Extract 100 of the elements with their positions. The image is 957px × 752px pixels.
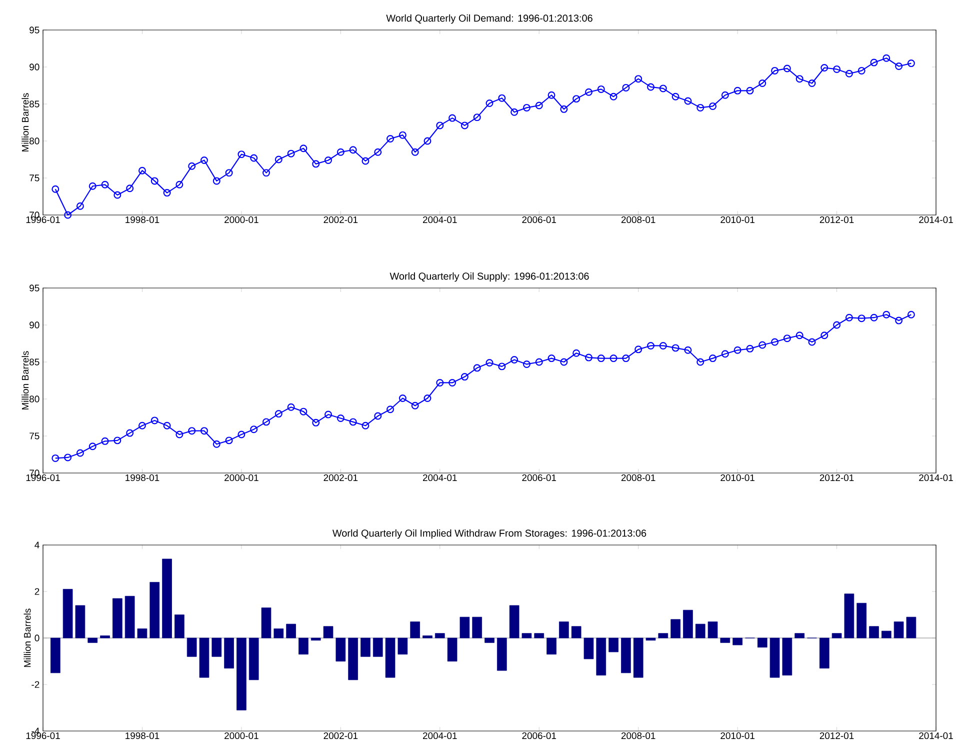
y-tick-label: 85	[30, 100, 40, 108]
bar	[596, 638, 606, 676]
x-tick-label: 2008-01	[621, 732, 656, 740]
x-tick-label: 2004-01	[422, 216, 457, 224]
chart-title: World Quarterly Oil Implied Withdraw From Storages: 1996-01:2013:06	[332, 529, 646, 539]
bar	[460, 616, 470, 638]
x-tick-label: 1996-01	[26, 732, 60, 740]
x-tick-label: 2010-01	[720, 474, 754, 482]
bar	[819, 638, 830, 668]
bar	[894, 622, 904, 638]
x-tick-label: 2012-01	[820, 732, 854, 740]
x-tick-label: 1998-01	[126, 216, 160, 224]
bar	[434, 633, 445, 638]
x-tick-label: 2004-01	[422, 474, 457, 482]
x-tick-label: 2014-01	[919, 732, 953, 740]
x-tick-label: 2000-01	[224, 216, 258, 224]
x-tick-label: 1996-01	[26, 474, 60, 482]
bar	[522, 633, 532, 638]
x-tick-label: 2010-01	[720, 732, 754, 740]
x-tick-label: 2008-01	[621, 474, 656, 482]
bar	[844, 594, 854, 638]
x-tick-label: 2004-01	[422, 732, 457, 740]
y-tick-label: 70	[30, 212, 40, 218]
bar	[398, 638, 408, 654]
bar	[695, 624, 706, 638]
x-tick-label: 1998-01	[126, 732, 160, 740]
y-tick-label: 90	[30, 322, 40, 328]
y-tick-label: -2	[32, 681, 40, 688]
x-tick-label: 2012-01	[820, 474, 854, 482]
x-tick-label: 2014-01	[919, 474, 953, 482]
y-tick-label: 80	[30, 138, 40, 144]
y-tick-label: 4	[34, 542, 40, 548]
bar	[571, 626, 582, 638]
bar	[658, 633, 668, 638]
y-tick-label: 90	[30, 64, 40, 70]
bar	[248, 638, 259, 680]
x-tick-label: 2006-01	[522, 732, 556, 740]
bar	[608, 638, 618, 652]
x-tick-label: 2010-01	[720, 216, 754, 224]
bar	[62, 588, 73, 638]
bar	[310, 638, 321, 641]
bar	[794, 633, 804, 638]
x-tick-label: 2006-01	[522, 474, 556, 482]
bar	[236, 638, 246, 710]
bar	[112, 598, 122, 638]
bar	[720, 638, 730, 643]
x-tick-label: 2002-01	[324, 732, 358, 740]
y-tick-label: 85	[30, 358, 40, 366]
x-tick-label: 2006-01	[522, 216, 556, 224]
y-tick-label: 0	[34, 634, 40, 642]
bar	[274, 628, 284, 638]
bar	[410, 622, 420, 638]
bar	[422, 635, 432, 638]
bar	[906, 616, 916, 638]
bar	[360, 638, 370, 657]
y-axis-title: Million Barrels	[22, 93, 29, 152]
bar	[856, 602, 867, 638]
bar	[162, 558, 172, 638]
y-tick-label: 95	[30, 284, 40, 292]
bar	[50, 638, 60, 674]
bar	[832, 633, 842, 638]
bar	[199, 638, 210, 678]
bar	[75, 605, 86, 638]
bar	[683, 610, 693, 638]
bar	[881, 630, 892, 638]
x-tick-label: 1996-01	[26, 216, 60, 224]
bar	[670, 619, 680, 638]
x-tick-label: 2014-01	[919, 216, 953, 224]
bar	[708, 622, 718, 638]
bar	[348, 638, 358, 680]
bar	[372, 638, 383, 657]
bar	[224, 638, 234, 668]
bar	[646, 638, 656, 641]
bar	[633, 638, 644, 678]
y-axis-title: Million Barrels	[24, 608, 31, 667]
bar	[88, 638, 98, 643]
bar	[174, 614, 184, 638]
y-tick-label: 80	[30, 396, 40, 402]
x-tick-label: 2008-01	[621, 216, 656, 224]
bar	[323, 626, 334, 638]
chart-title: World Quarterly Oil Demand: 1996-01:2013:06	[386, 14, 592, 24]
chart-title: World Quarterly Oil Supply: 1996-01:2013:06	[390, 272, 589, 282]
bar	[124, 596, 135, 638]
bar	[336, 638, 346, 662]
bar	[757, 638, 768, 648]
x-tick-label: 2000-01	[224, 474, 258, 482]
bar	[385, 638, 396, 678]
bar	[484, 638, 494, 643]
x-tick-label: 2000-01	[224, 732, 258, 740]
bar	[447, 638, 458, 662]
y-axis-title: Million Barrels	[22, 351, 29, 410]
bar	[584, 638, 594, 660]
bar	[732, 638, 742, 646]
bar	[150, 582, 160, 638]
y-tick-label: 75	[30, 174, 40, 182]
bar	[472, 616, 482, 638]
bar	[559, 622, 569, 638]
x-tick-label: 2002-01	[324, 216, 358, 224]
bar	[770, 638, 780, 678]
bar	[212, 638, 222, 657]
